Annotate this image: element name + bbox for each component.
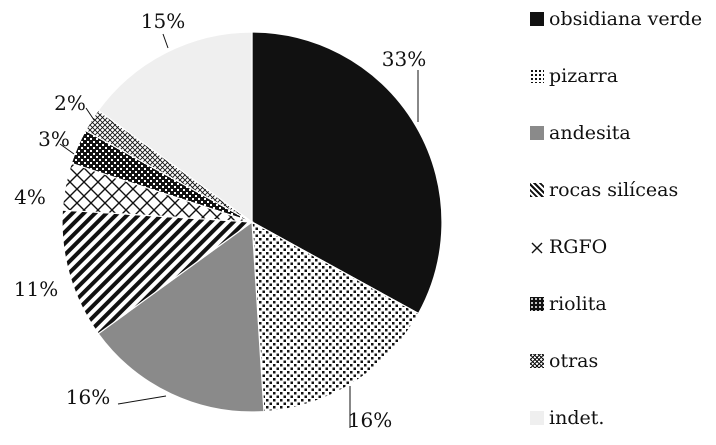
legend-item: andesita [530, 120, 631, 146]
pie-slice-obsidiana-verde [251, 31, 443, 315]
legend-label: andesita [549, 122, 631, 144]
data-label: 16% [66, 385, 110, 409]
legend-label: RGFO [549, 236, 608, 258]
leader-lines [59, 33, 419, 428]
legend-label: obsidiana verde [549, 8, 703, 30]
leader-line [162, 33, 169, 49]
legend-label: otras [549, 350, 599, 372]
percent-labels: 33% 16% 16% 11% 4% 3% 2% 15% [14, 9, 426, 432]
legend-swatch [530, 126, 544, 140]
data-label: 4% [14, 185, 46, 209]
legend-item: indet. [530, 405, 604, 431]
legend-item: rocas silíceas [530, 177, 678, 203]
legend-label: rocas silíceas [549, 179, 679, 201]
pie-slice-andesita [97, 220, 265, 413]
legend-item: pizarra [530, 63, 618, 89]
legend-swatch [530, 240, 544, 254]
legend-label: riolita [549, 293, 607, 315]
pie-slices [61, 31, 443, 413]
legend-swatch [530, 354, 544, 368]
leader-line [85, 107, 95, 121]
legend-item: riolita [530, 291, 607, 317]
legend-label: pizarra [549, 65, 619, 87]
pie-slice-indet- [97, 31, 253, 224]
data-label: 16% [348, 408, 392, 432]
legend-swatch [530, 297, 544, 311]
legend-swatch [530, 69, 544, 83]
data-label: 33% [382, 47, 426, 71]
data-label: 3% [38, 127, 70, 151]
data-label: 2% [54, 91, 86, 115]
leader-line [117, 395, 167, 405]
legend-swatch [530, 183, 544, 197]
legend-swatch [530, 12, 544, 26]
data-label: 11% [14, 277, 58, 301]
legend-item: otras [530, 348, 598, 374]
legend-swatch [530, 411, 544, 425]
legend-label: indet. [549, 407, 605, 429]
legend-item: obsidiana verde [530, 6, 702, 32]
leader-line [59, 143, 75, 155]
data-label: 15% [141, 9, 185, 33]
pie-slice-pizarra [251, 220, 420, 413]
pie-slice-rocas-sil-ceas [61, 209, 254, 335]
legend-item: RGFO [530, 234, 607, 260]
